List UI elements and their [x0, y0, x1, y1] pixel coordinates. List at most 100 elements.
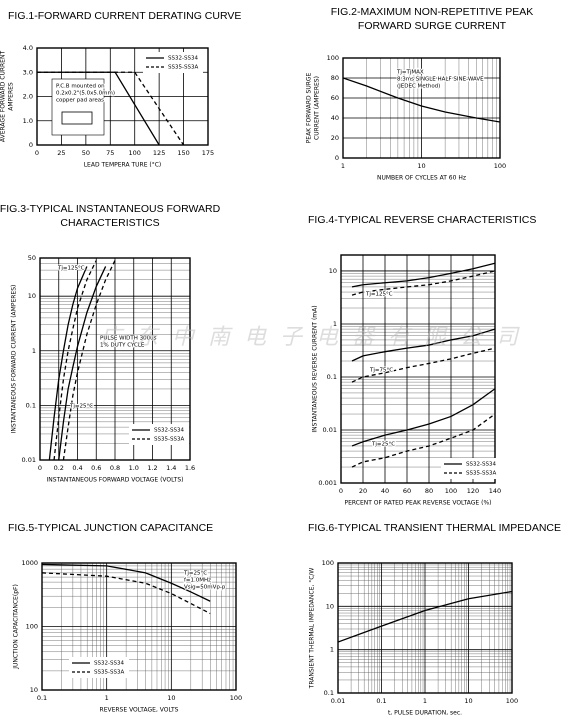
x-tick-label: 25	[57, 149, 65, 157]
y-tick-label: 0.001	[318, 479, 337, 487]
y-tick-label: 10	[329, 267, 337, 275]
x-tick-label: 175	[202, 149, 214, 157]
chart-title: FIG.4-TYPICAL REVERSE CHARACTERISTICS	[308, 214, 536, 226]
series-line	[351, 262, 495, 288]
series-line	[343, 77, 500, 123]
annotation: 1% DUTY CYCLE	[100, 343, 145, 349]
chart: FIG.2-MAXIMUM NON-REPETITIVE PEAK FORWARD…	[306, 6, 534, 182]
y-tick-label: 20	[331, 134, 339, 142]
x-axis-label: REVERSE VOLTAGE, VOLTS	[100, 707, 179, 714]
x-axis-label: NUMBER OF CYCLES AT 60 Hz	[377, 175, 466, 182]
x-axis-label: PERCENT OF RATED PEAK REVERSE VOLTAGE (%…	[344, 500, 491, 507]
y-tick-label: 100	[322, 559, 334, 567]
x-tick-label: 125	[153, 149, 165, 157]
legend-box	[69, 657, 129, 678]
chart-title: FIG.6-TYPICAL TRANSIENT THERMAL IMPEDANC…	[308, 522, 561, 534]
x-tick-label: 100	[445, 487, 457, 495]
series-line	[351, 413, 495, 468]
y-tick-label: 0.1	[327, 373, 337, 381]
x-tick-label: 0.4	[72, 464, 82, 472]
series-line	[351, 270, 495, 296]
plot-frame	[41, 562, 237, 691]
y-tick-label: 0	[335, 154, 339, 162]
x-tick-label: 0.6	[91, 464, 101, 472]
y-tick-label: 10	[326, 602, 334, 610]
x-tick-label: 10	[167, 694, 175, 702]
annotation: Vsig=50mVp-p	[184, 585, 226, 591]
y-tick-label: 40	[331, 114, 339, 122]
annotation: 0.2x0.2"(5.0x5.0mm)	[56, 91, 115, 97]
x-tick-label: 0.1	[376, 697, 386, 705]
annotation: Tj=TjMAX	[396, 70, 424, 76]
y-axis-label: INSTANTANEOUS REVERSE CURRENT (mA)	[312, 305, 319, 432]
y-tick-label: 0.01	[323, 426, 337, 434]
y-tick-label: 50	[28, 254, 36, 262]
y-tick-label: 4.0	[23, 44, 33, 52]
chart-title: FORWARD SURGE CURRENT	[358, 20, 507, 32]
y-tick-label: 1000	[21, 559, 38, 567]
annotation: Tj=25°C	[183, 571, 207, 577]
x-tick-label: 0	[339, 487, 343, 495]
x-tick-label: 120	[467, 487, 479, 495]
chart: FIG.1-FORWARD CURRENT DERATING CURVE 0 25 5…	[0, 10, 241, 169]
chart-title: FIG.2-MAXIMUM NON-REPETITIVE PEAK	[331, 6, 533, 18]
y-axis-label: INSTANTANEOUS FORWARD CURRENT (AMPERES)	[11, 285, 18, 434]
series-line	[42, 572, 211, 615]
annotation: Tj=75°C	[369, 368, 393, 374]
annotation: 8.3ms SINGLE HALF SINE-WAVE	[397, 77, 484, 83]
legend-box	[441, 458, 501, 479]
series-line	[62, 260, 116, 460]
legend-box	[143, 52, 203, 73]
y-tick-label: 60	[331, 94, 339, 102]
x-tick-label: 1.0	[129, 464, 139, 472]
package-icon	[61, 111, 93, 125]
legend-label: SS35-SS3A	[154, 437, 184, 443]
chart: FIG.6-TYPICAL TRANSIENT THERMAL IMPEDANC…	[308, 522, 561, 717]
x-tick-label: 100	[230, 694, 242, 702]
chart: FIG.5-TYPICAL JUNCTION CAPACITANCE 0.1 1 10…	[8, 522, 242, 714]
x-axis-label: INSTANTANEOUS FORWARD VOLTAGE (VOLTS)	[47, 477, 184, 484]
y-tick-label: 3.0	[23, 68, 33, 76]
y-axis-label: AVERAGE FORWARD CURRENT	[0, 51, 7, 143]
chart-title: CHARACTERISTICS	[60, 217, 159, 229]
x-tick-label: 100	[494, 162, 506, 170]
x-tick-label: 1.4	[166, 464, 176, 472]
annotation: PULSE WIDTH 300us	[100, 336, 157, 342]
x-tick-label: 80	[425, 487, 433, 495]
x-tick-label: 1.6	[185, 464, 195, 472]
x-tick-label: 10	[464, 697, 472, 705]
annotation: Tj=25°C	[69, 404, 93, 410]
x-tick-label: 140	[489, 487, 501, 495]
annotation: Tj=125°C	[365, 292, 393, 298]
y-axis-label: CURRENT (AMPERES)	[314, 76, 321, 140]
x-tick-label: 1.2	[147, 464, 157, 472]
series-line	[53, 260, 97, 460]
y-tick-label: 10	[30, 686, 38, 694]
y-tick-label: 0.1	[324, 689, 334, 697]
annotation: copper pad areas	[56, 98, 104, 104]
series-line	[351, 328, 495, 362]
y-tick-label: 0	[29, 141, 33, 149]
y-axis-label: PEAK FORWARD SURGE	[306, 72, 313, 143]
x-tick-label: 100	[506, 697, 518, 705]
x-tick-label: 10	[417, 162, 425, 170]
x-tick-label: 1	[105, 694, 109, 702]
x-tick-label: 1	[341, 162, 345, 170]
y-tick-label: 1	[333, 320, 337, 328]
y-tick-label: 10	[28, 292, 36, 300]
series-line	[42, 563, 211, 602]
y-axis-label: JUNCTION CAPACITANCE(pF)	[13, 584, 20, 670]
plot-frame	[39, 257, 191, 461]
x-tick-label: 0	[35, 149, 39, 157]
x-tick-label: 0.8	[110, 464, 120, 472]
x-tick-label: 40	[381, 487, 389, 495]
annotation: Tj=125°C	[57, 266, 85, 272]
x-tick-label: 150	[177, 149, 189, 157]
plot-frame	[337, 562, 513, 694]
x-tick-label: 50	[82, 149, 90, 157]
x-tick-label: 1	[423, 697, 427, 705]
series-line	[351, 388, 495, 447]
legend-label: SS32-SS34	[94, 661, 124, 667]
series-line	[37, 71, 185, 145]
